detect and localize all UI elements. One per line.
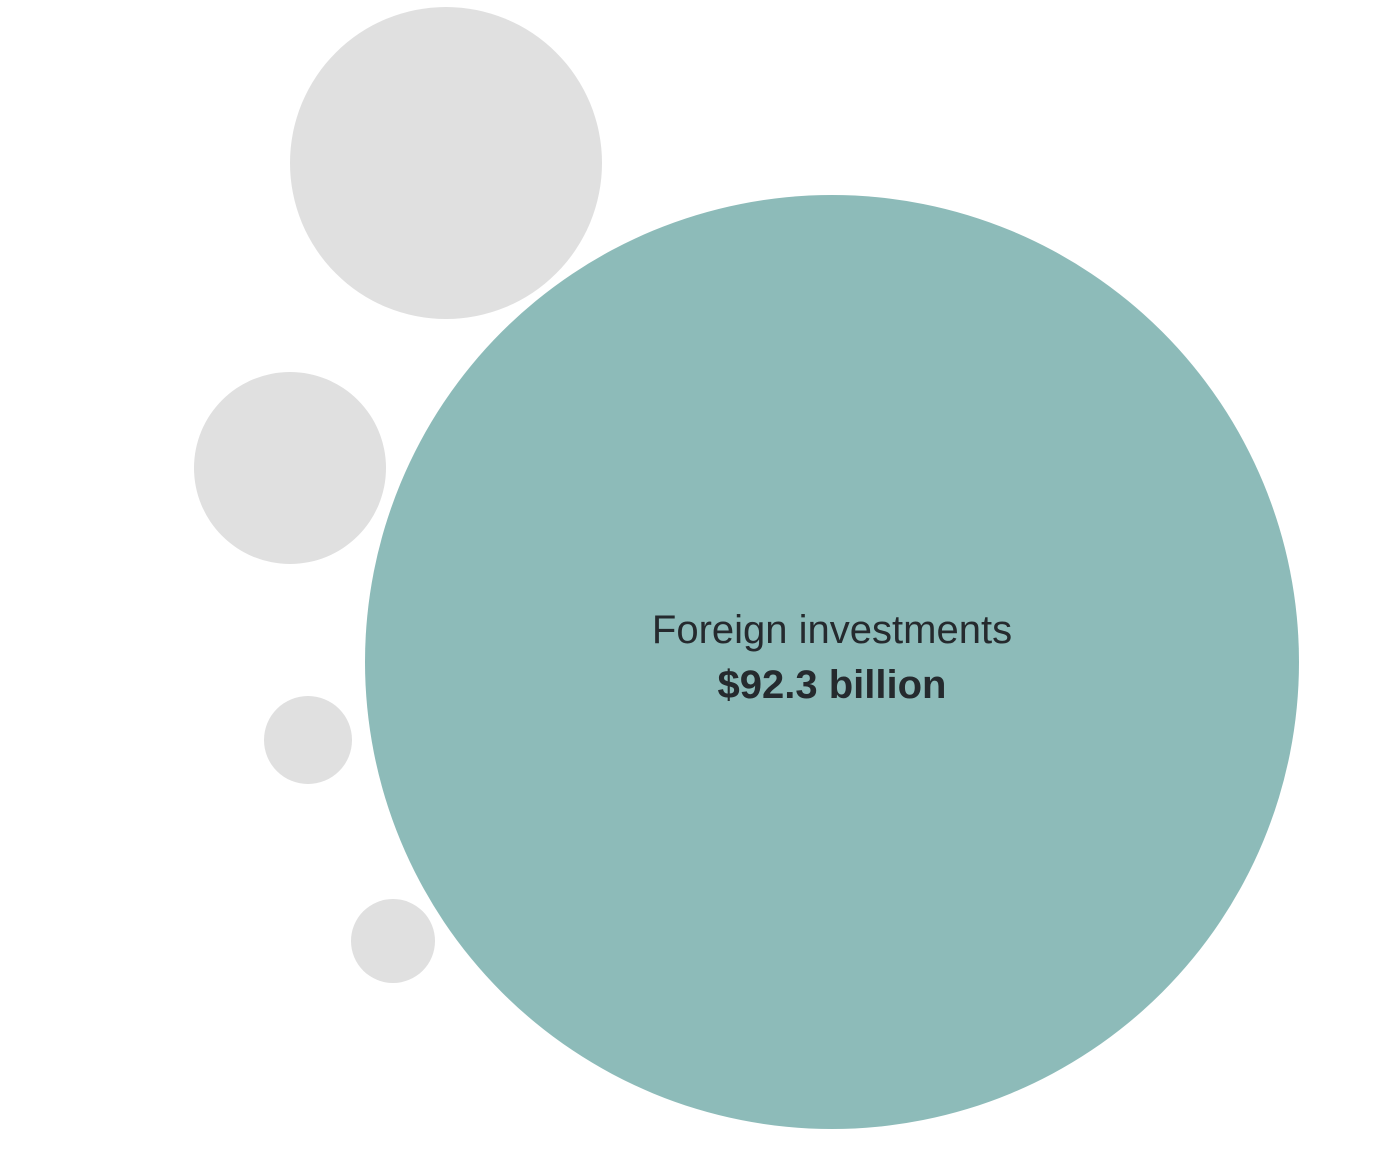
bubble-label-name: Foreign investments [652,608,1012,652]
bubble-muted [264,696,352,784]
bubble-highlighted [365,195,1299,1129]
bubble-muted [351,899,435,983]
bubble-group [194,7,1299,1129]
bubble-label-group: Foreign investments $92.3 billion [652,608,1012,707]
bubble-muted [290,7,602,319]
bubble-label-value: $92.3 billion [718,663,947,707]
bubble-muted [194,372,386,564]
